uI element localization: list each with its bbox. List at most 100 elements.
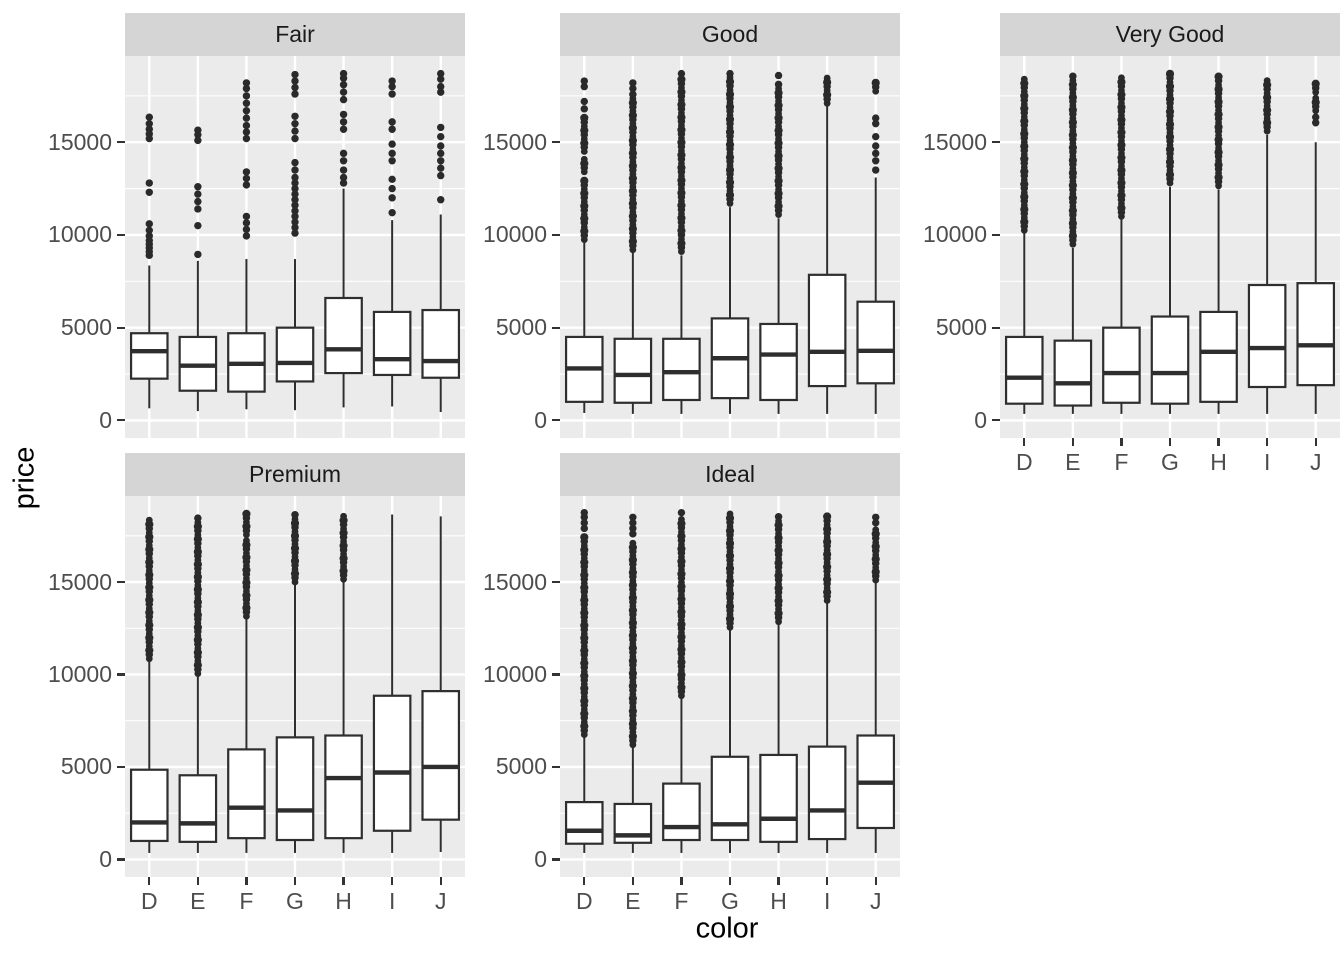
boxplot-ideal-F — [662, 508, 701, 853]
x-tick-label: D — [140, 888, 158, 914]
facet-panel-very-good — [1000, 56, 1340, 438]
y-tick-mark — [552, 858, 560, 861]
y-tick-label: 10000 — [48, 660, 112, 687]
y-axis-title: price — [8, 446, 41, 510]
x-tick-label: I — [1263, 449, 1271, 475]
x-tick-mark — [1314, 438, 1317, 446]
y-tick-label: 5000 — [60, 753, 112, 780]
x-tick-label: G — [286, 888, 304, 914]
x-tick-label: E — [190, 888, 206, 914]
y-tick-label: 15000 — [483, 568, 547, 595]
y-tick-mark — [552, 233, 560, 237]
facet-panel-good — [560, 56, 900, 438]
y-tick-mark — [117, 326, 125, 329]
boxplot-good-F — [662, 69, 701, 414]
x-tick-mark — [631, 877, 634, 885]
y-tick-label: 15000 — [923, 128, 987, 155]
y-tick-label: 5000 — [60, 314, 112, 341]
boxplot-very-good-D — [1004, 75, 1044, 414]
facet-panel-fair — [125, 56, 465, 438]
y-tick-label: 0 — [534, 406, 547, 433]
x-tick-label: F — [1114, 449, 1129, 475]
y-tick-mark — [117, 419, 125, 422]
y-tick-mark — [992, 326, 1000, 329]
x-axis-title: color — [695, 912, 759, 945]
boxplot-good-J — [856, 78, 896, 414]
y-tick-label: 10000 — [483, 660, 547, 687]
y-tick-mark — [992, 141, 1000, 144]
boxplot-premium-F — [227, 509, 266, 853]
y-tick-mark — [552, 419, 560, 422]
x-tick-label: J — [869, 888, 882, 914]
x-tick-mark — [439, 877, 442, 885]
boxplot-very-good-E — [1053, 72, 1093, 414]
x-tick-label: F — [239, 888, 254, 914]
boxplot-very-good-I — [1247, 77, 1287, 414]
facet-strip-premium: Premium — [125, 453, 465, 496]
x-tick-label: J — [1309, 449, 1322, 475]
x-tick-mark — [1120, 438, 1123, 446]
boxplot-very-good-J — [1296, 79, 1336, 414]
x-tick-mark — [1071, 438, 1074, 446]
boxplot-ideal-J — [856, 513, 896, 853]
y-tick-mark — [992, 419, 1000, 422]
facet-panel-premium — [125, 496, 465, 877]
y-tick-mark — [117, 858, 125, 861]
boxplot-premium-I — [372, 514, 412, 853]
x-tick-label: D — [575, 888, 593, 914]
boxplot-fair-I — [372, 77, 412, 407]
x-tick-label: H — [335, 888, 352, 914]
x-tick-mark — [680, 877, 683, 885]
y-tick-mark — [552, 580, 560, 584]
x-tick-label: J — [434, 888, 447, 914]
boxplot-ideal-E — [613, 513, 653, 853]
boxplot-good-H — [759, 71, 798, 414]
boxplot-very-good-F — [1102, 74, 1141, 414]
facet-strip-ideal: Ideal — [560, 453, 900, 496]
x-tick-mark — [1168, 438, 1172, 446]
y-tick-label: 0 — [99, 845, 112, 872]
x-tick-mark — [583, 877, 586, 885]
y-tick-label: 5000 — [495, 314, 547, 341]
y-tick-label: 10000 — [483, 221, 547, 248]
boxplot-premium-J — [421, 516, 461, 853]
boxplot-fair-D — [129, 113, 169, 409]
x-tick-mark — [293, 877, 297, 885]
x-tick-label: F — [674, 888, 689, 914]
boxplot-fair-G — [275, 70, 315, 411]
x-tick-label: E — [625, 888, 641, 914]
y-tick-mark — [117, 673, 125, 676]
x-tick-mark — [874, 877, 877, 885]
facet-strip-good: Good — [560, 13, 900, 56]
facet-strip-very-good: Very Good — [1000, 13, 1340, 56]
x-tick-mark — [728, 877, 732, 885]
boxplot-very-good-G — [1150, 69, 1190, 414]
boxplot-premium-G — [275, 511, 315, 853]
x-tick-label: G — [1161, 449, 1179, 475]
boxplot-ideal-G — [710, 510, 750, 853]
x-tick-mark — [826, 877, 829, 885]
boxplot-fair-H — [324, 69, 363, 408]
y-tick-mark — [552, 326, 560, 329]
facet-panel-ideal — [560, 496, 900, 877]
boxplot-very-good-H — [1199, 72, 1238, 414]
x-tick-mark — [196, 877, 199, 885]
x-tick-mark — [1217, 438, 1220, 446]
y-tick-mark — [117, 141, 125, 144]
y-tick-mark — [552, 765, 560, 769]
boxplot-ideal-D — [564, 508, 604, 853]
y-tick-label: 15000 — [483, 128, 547, 155]
y-tick-mark — [117, 580, 125, 584]
x-tick-mark — [148, 877, 151, 885]
y-tick-mark — [117, 233, 125, 237]
y-tick-label: 0 — [534, 845, 547, 872]
x-tick-label: I — [388, 888, 396, 914]
boxplot-fair-F — [227, 79, 266, 410]
boxplot-ideal-I — [807, 512, 847, 853]
y-tick-label: 10000 — [48, 221, 112, 248]
y-tick-label: 0 — [99, 406, 112, 433]
boxplot-premium-H — [324, 512, 363, 853]
boxplot-good-D — [564, 77, 604, 413]
boxplot-premium-D — [129, 516, 169, 853]
